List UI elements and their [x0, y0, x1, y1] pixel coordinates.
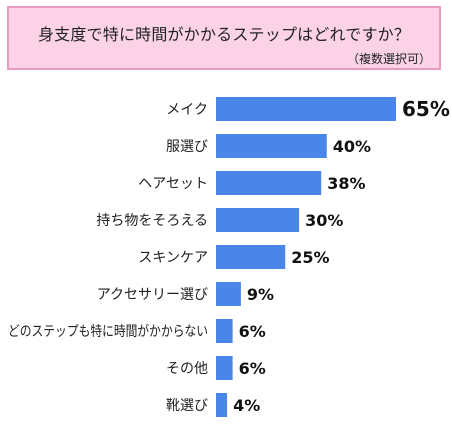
- category-label: その他: [166, 361, 208, 377]
- bar: [216, 356, 233, 380]
- value-label: 6%: [239, 322, 266, 341]
- bar: [216, 171, 322, 195]
- category-label: 服選び: [166, 139, 208, 155]
- bar: [216, 245, 286, 269]
- bar: [216, 208, 300, 232]
- bar: [216, 282, 241, 306]
- value-label: 40%: [333, 137, 371, 156]
- value-label: 25%: [291, 248, 329, 267]
- category-label: メイク: [166, 102, 208, 118]
- category-label: 靴選び: [166, 398, 208, 414]
- value-label: 9%: [247, 285, 274, 304]
- value-label: 65%: [402, 97, 450, 121]
- bar: [216, 134, 327, 158]
- value-label: 4%: [233, 396, 260, 415]
- category-label: 持ち物をそろえる: [96, 213, 208, 229]
- chart-subtitle: （複数選択可）: [346, 52, 431, 66]
- value-label: 30%: [305, 211, 343, 230]
- bar: [216, 97, 396, 121]
- category-label: ヘアセット: [138, 176, 208, 192]
- value-label: 38%: [327, 174, 365, 193]
- value-label: 6%: [239, 359, 266, 378]
- chart-title-box: 身支度で特に時間がかかるステップはどれですか？ （複数選択可）: [7, 6, 441, 70]
- category-label: アクセサリー選び: [97, 287, 208, 303]
- category-label: スキンケア: [138, 250, 208, 266]
- bar: [216, 319, 233, 343]
- chart-title: 身支度で特に時間がかかるステップはどれですか？: [37, 25, 411, 44]
- category-label: どのステップも特に時間がかからない: [8, 324, 208, 340]
- bar: [216, 393, 228, 417]
